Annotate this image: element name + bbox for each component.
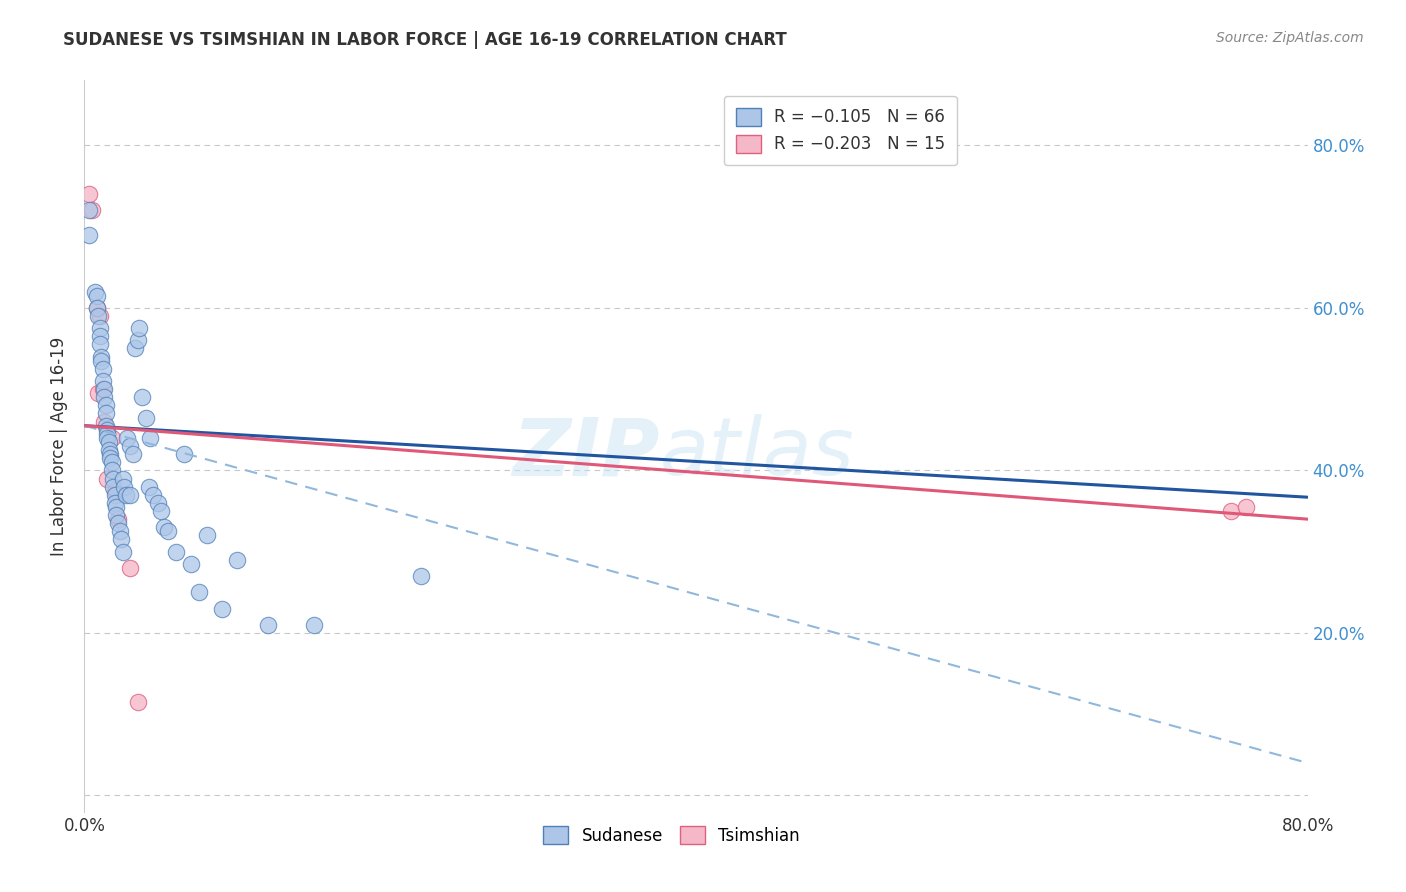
Point bbox=[104, 488, 127, 502]
Point bbox=[77, 227, 100, 242]
Point bbox=[97, 434, 120, 449]
Point bbox=[127, 695, 149, 709]
Point bbox=[257, 617, 280, 632]
Text: SUDANESE VS TSIMSHIAN IN LABOR FORCE | AGE 16-19 CORRELATION CHART: SUDANESE VS TSIMSHIAN IN LABOR FORCE | A… bbox=[63, 31, 787, 49]
Point bbox=[153, 520, 176, 534]
Point bbox=[138, 480, 160, 494]
Point bbox=[96, 426, 118, 441]
Point bbox=[94, 418, 117, 433]
Point bbox=[104, 483, 127, 498]
Point bbox=[90, 350, 112, 364]
Point bbox=[93, 390, 115, 404]
Point bbox=[120, 561, 142, 575]
Point bbox=[87, 309, 110, 323]
Point bbox=[111, 544, 134, 558]
Text: atlas: atlas bbox=[659, 414, 853, 492]
Point bbox=[101, 455, 124, 469]
Point bbox=[120, 488, 142, 502]
Point bbox=[98, 451, 121, 466]
Y-axis label: In Labor Force | Age 16-19: In Labor Force | Age 16-19 bbox=[51, 336, 69, 556]
Point bbox=[142, 488, 165, 502]
Point bbox=[94, 407, 117, 421]
Point bbox=[105, 508, 128, 522]
Point bbox=[104, 496, 127, 510]
Point bbox=[131, 390, 153, 404]
Point bbox=[135, 410, 157, 425]
Point bbox=[103, 480, 125, 494]
Point bbox=[111, 471, 134, 485]
Point bbox=[107, 512, 129, 526]
Point bbox=[105, 500, 128, 514]
Point bbox=[112, 480, 135, 494]
Point bbox=[93, 382, 115, 396]
Point bbox=[165, 544, 187, 558]
Point bbox=[89, 329, 111, 343]
Point bbox=[87, 386, 110, 401]
Point bbox=[91, 361, 114, 376]
Point bbox=[86, 301, 108, 315]
Point bbox=[96, 423, 118, 437]
Point bbox=[84, 285, 107, 299]
Point bbox=[110, 533, 132, 547]
Point bbox=[302, 617, 325, 632]
Point bbox=[98, 447, 121, 461]
Point bbox=[107, 516, 129, 531]
Point bbox=[139, 431, 162, 445]
Point bbox=[89, 309, 111, 323]
Point bbox=[89, 337, 111, 351]
Text: Source: ZipAtlas.com: Source: ZipAtlas.com bbox=[1216, 31, 1364, 45]
Point bbox=[188, 585, 211, 599]
Text: ZIP: ZIP bbox=[512, 414, 659, 492]
Point bbox=[86, 301, 108, 315]
Point bbox=[77, 203, 100, 218]
Point bbox=[211, 601, 233, 615]
Point bbox=[409, 569, 432, 583]
Point bbox=[96, 471, 118, 485]
Point bbox=[1220, 504, 1243, 518]
Point bbox=[91, 382, 114, 396]
Point bbox=[101, 463, 124, 477]
Point bbox=[120, 439, 142, 453]
Point bbox=[97, 443, 120, 458]
Point bbox=[114, 488, 136, 502]
Point bbox=[157, 524, 180, 539]
Point bbox=[195, 528, 218, 542]
Point bbox=[90, 353, 112, 368]
Point bbox=[91, 374, 114, 388]
Point bbox=[80, 203, 103, 218]
Point bbox=[89, 321, 111, 335]
Point bbox=[101, 431, 124, 445]
Point bbox=[146, 496, 169, 510]
Point bbox=[103, 471, 125, 485]
Point bbox=[77, 187, 100, 202]
Point bbox=[115, 431, 138, 445]
Point bbox=[173, 447, 195, 461]
Point bbox=[94, 398, 117, 412]
Point bbox=[122, 447, 145, 461]
Point bbox=[1236, 500, 1258, 514]
Point bbox=[108, 524, 131, 539]
Point bbox=[96, 431, 118, 445]
Point bbox=[128, 321, 150, 335]
Point bbox=[127, 334, 149, 348]
Point bbox=[93, 415, 115, 429]
Point bbox=[226, 553, 249, 567]
Point bbox=[124, 342, 146, 356]
Point bbox=[149, 504, 172, 518]
Point bbox=[86, 288, 108, 302]
Point bbox=[180, 557, 202, 571]
Legend: Sudanese, Tsimshian: Sudanese, Tsimshian bbox=[533, 816, 810, 855]
